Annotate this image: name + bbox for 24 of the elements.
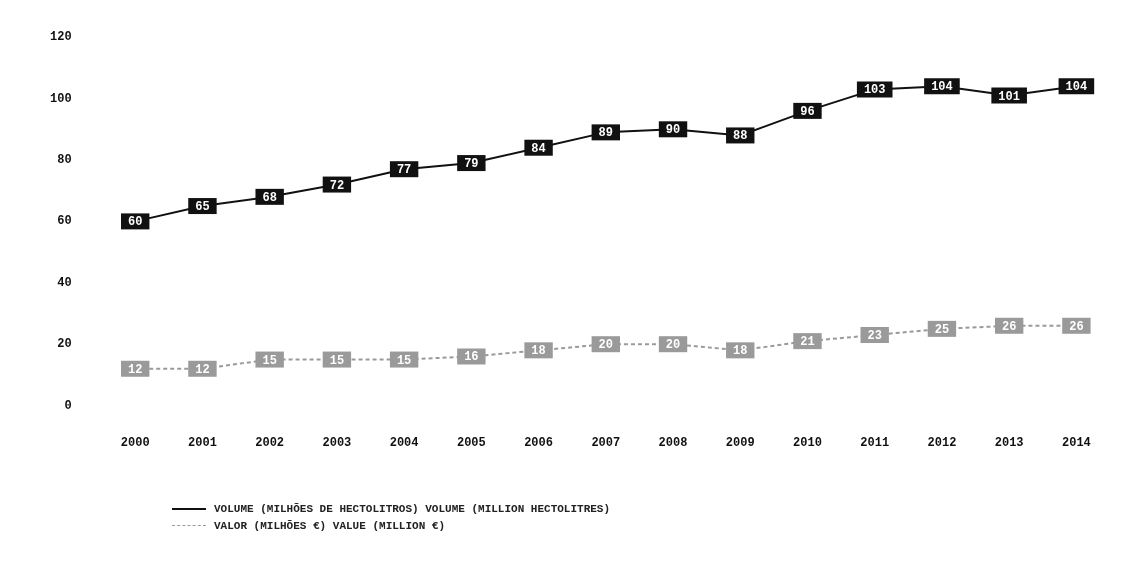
- y-tick-label: 40: [57, 275, 72, 290]
- legend-label: VALOR (MILHÕES €) VALUE (MILLION €): [214, 519, 446, 532]
- x-tick-label: 2013: [994, 435, 1024, 450]
- y-tick-label: 0: [64, 398, 72, 413]
- y-tick-label: 20: [57, 337, 72, 352]
- x-tick-label: 2001: [188, 435, 217, 450]
- x-tick-label: 2014: [1061, 435, 1091, 450]
- x-tick-label: 2010: [793, 435, 822, 450]
- x-tick-label: 2008: [658, 435, 688, 450]
- x-tick-label: 2011: [860, 435, 890, 450]
- y-tick-label: 80: [57, 153, 72, 168]
- y-tick-label: 100: [49, 91, 72, 106]
- x-tick-label: 2009: [725, 435, 755, 450]
- legend-label: VOLUME (MILHÕES DE HECTOLITROS) VOLUME (MILLION HECTOLITRES): [214, 502, 611, 515]
- y-tick-label: 120: [49, 30, 72, 45]
- x-tick-label: 2007: [591, 435, 621, 450]
- x-tick-label: 2012: [927, 435, 957, 450]
- x-tick-label: 2004: [389, 435, 419, 450]
- x-tick-label: 2006: [524, 435, 553, 450]
- x-tick-label: 2000: [120, 435, 150, 450]
- x-tick-label: 2005: [456, 435, 486, 450]
- y-tick-label: 60: [57, 214, 72, 229]
- x-tick-label: 2002: [255, 435, 285, 450]
- x-tick-label: 2003: [322, 435, 352, 450]
